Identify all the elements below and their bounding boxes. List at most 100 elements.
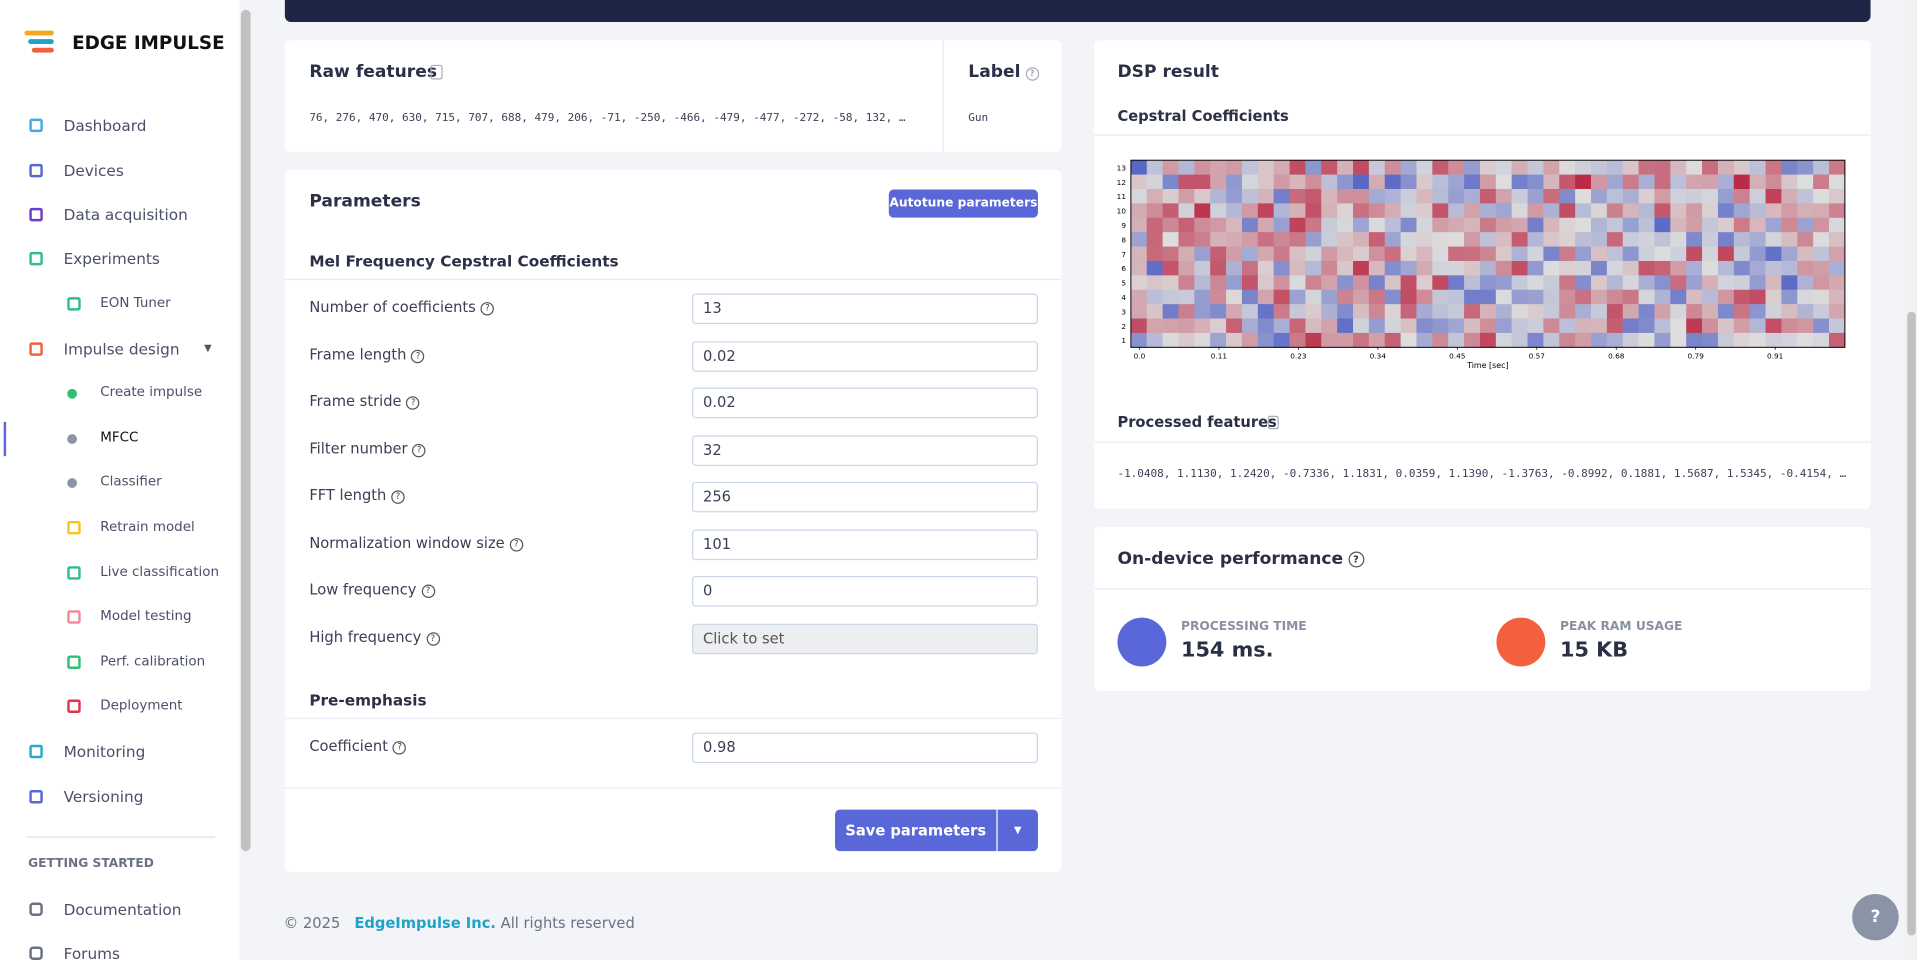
heatmap-cell xyxy=(1305,332,1322,348)
field-label-text: Filter number xyxy=(309,439,408,457)
help-icon[interactable]: ? xyxy=(406,396,420,410)
heatmap-cell xyxy=(1781,174,1798,190)
help-icon[interactable]: ? xyxy=(480,302,495,316)
field-input[interactable]: 0 xyxy=(691,576,1038,607)
heatmap-cell xyxy=(1273,318,1290,334)
heatmap-cell xyxy=(1575,275,1592,291)
help-icon[interactable]: ? xyxy=(1025,67,1039,81)
nav-item[interactable]: Perf. calibration xyxy=(100,653,206,669)
nav-item[interactable]: Retrain model xyxy=(100,518,195,535)
heatmap-cell xyxy=(1733,203,1751,219)
heatmap-cell xyxy=(1289,304,1306,319)
heatmap-cell xyxy=(1226,304,1243,319)
field-input[interactable]: 0.98 xyxy=(691,732,1038,764)
help-icon[interactable]: ? xyxy=(421,584,435,599)
heatmap-cell xyxy=(1448,260,1465,276)
heatmap-cell xyxy=(1464,217,1481,233)
heatmap-cell xyxy=(1543,318,1560,334)
separator xyxy=(26,836,216,838)
nav-item[interactable]: Monitoring xyxy=(63,742,146,761)
heatmap-cell xyxy=(1368,203,1386,219)
help-icon[interactable]: ? xyxy=(426,631,440,646)
field-input[interactable]: 13 xyxy=(691,293,1038,325)
x-tick-label: 0.34 xyxy=(1370,351,1387,360)
heatmap-cell xyxy=(1384,160,1401,175)
heatmap-cell xyxy=(1178,332,1195,348)
heatmap-cell xyxy=(1527,275,1544,291)
heatmap-cell xyxy=(1575,232,1592,247)
nav-item[interactable]: Documentation xyxy=(63,900,182,919)
y-tick-label: 4 xyxy=(1121,293,1126,302)
heatmap-cell xyxy=(1638,275,1655,291)
help-icon[interactable]: ? xyxy=(391,490,405,504)
help-icon[interactable]: ? xyxy=(1348,551,1364,568)
footer-company[interactable]: EdgeImpulse Inc. xyxy=(354,914,496,932)
footer-rights: All rights reserved xyxy=(500,914,635,932)
nav-item[interactable]: Classifier xyxy=(100,473,162,490)
nav-item[interactable]: Forums xyxy=(63,944,121,960)
copy-icon[interactable] xyxy=(1267,415,1279,430)
autotune-button[interactable]: Autotune parameters xyxy=(888,189,1038,218)
heatmap-cell xyxy=(1448,174,1465,190)
heatmap-cell xyxy=(1813,332,1830,348)
heatmap-cell xyxy=(1575,332,1592,348)
help-button[interactable]: ? xyxy=(1852,893,1899,941)
heatmap-cell xyxy=(1479,304,1497,319)
nav-item[interactable]: Versioning xyxy=(63,787,144,806)
nav-item[interactable]: Impulse design xyxy=(63,339,180,359)
heatmap-cell xyxy=(1622,160,1639,175)
y-tick-label: 5 xyxy=(1121,279,1126,288)
nav-item[interactable]: Model testing xyxy=(100,607,192,624)
nav-item[interactable]: Create impulse xyxy=(100,384,203,400)
nav-item[interactable]: Data acquisition xyxy=(63,205,188,224)
nav-item[interactable]: Devices xyxy=(63,161,124,180)
nav-item[interactable]: Deployment xyxy=(100,697,183,713)
heatmap-cell xyxy=(1559,203,1576,219)
y-tick-label: 2 xyxy=(1121,322,1126,331)
heatmap-cell xyxy=(1305,246,1322,262)
parameters-card: Parameters Autotune parameters Save para… xyxy=(284,169,1062,872)
heatmap-cell xyxy=(1400,332,1417,348)
heatmap-cell xyxy=(1194,332,1211,348)
heatmap-cell xyxy=(1686,160,1703,175)
heatmap-cell xyxy=(1353,174,1370,190)
nav-item[interactable]: Dashboard xyxy=(63,116,147,135)
heatmap-cell xyxy=(1337,188,1354,204)
heatmap-cell xyxy=(1622,332,1639,348)
nav-item[interactable]: Experiments xyxy=(63,249,160,268)
heatmap-cell xyxy=(1432,260,1449,276)
copy-icon[interactable] xyxy=(430,64,443,80)
nav-item[interactable]: Live classification xyxy=(100,563,219,580)
field-input[interactable]: 256 xyxy=(691,481,1038,513)
heatmap-cell xyxy=(1781,260,1798,276)
field-input[interactable]: 101 xyxy=(691,528,1038,560)
heatmap-cell xyxy=(1241,160,1259,175)
field-input[interactable]: 32 xyxy=(691,434,1038,466)
help-icon[interactable]: ? xyxy=(509,537,524,551)
heatmap-cell xyxy=(1575,203,1592,219)
save-button[interactable]: Save parameters xyxy=(835,809,997,852)
field-label: Filter number? xyxy=(309,440,426,457)
heatmap-cell xyxy=(1702,160,1719,175)
heatmap-cell xyxy=(1606,160,1624,175)
heatmap-cell xyxy=(1178,260,1195,276)
heatmap-cell xyxy=(1241,304,1259,319)
help-icon[interactable]: ? xyxy=(411,349,425,363)
help-icon[interactable]: ? xyxy=(392,741,407,755)
nav-item[interactable]: MFCC xyxy=(100,429,139,446)
heatmap-cell xyxy=(1194,318,1211,334)
heatmap-cell xyxy=(1241,188,1259,204)
heatmap-cell xyxy=(1178,203,1195,219)
heatmap-cell xyxy=(1829,275,1846,291)
help-icon[interactable]: ? xyxy=(412,443,426,457)
sidebar-scrollbar[interactable] xyxy=(240,9,251,852)
field-input[interactable]: 0.02 xyxy=(691,340,1038,372)
heatmap-cell xyxy=(1305,232,1322,247)
field-input[interactable]: 0.02 xyxy=(691,387,1038,419)
save-dropdown[interactable]: ▼ xyxy=(997,809,1038,852)
page-scrollbar[interactable] xyxy=(1907,311,1916,936)
divider xyxy=(1094,134,1871,136)
field-input[interactable]: Click to set xyxy=(691,623,1038,654)
nav-item[interactable]: EON Tuner xyxy=(100,294,171,311)
heatmap-cell xyxy=(1432,289,1449,305)
